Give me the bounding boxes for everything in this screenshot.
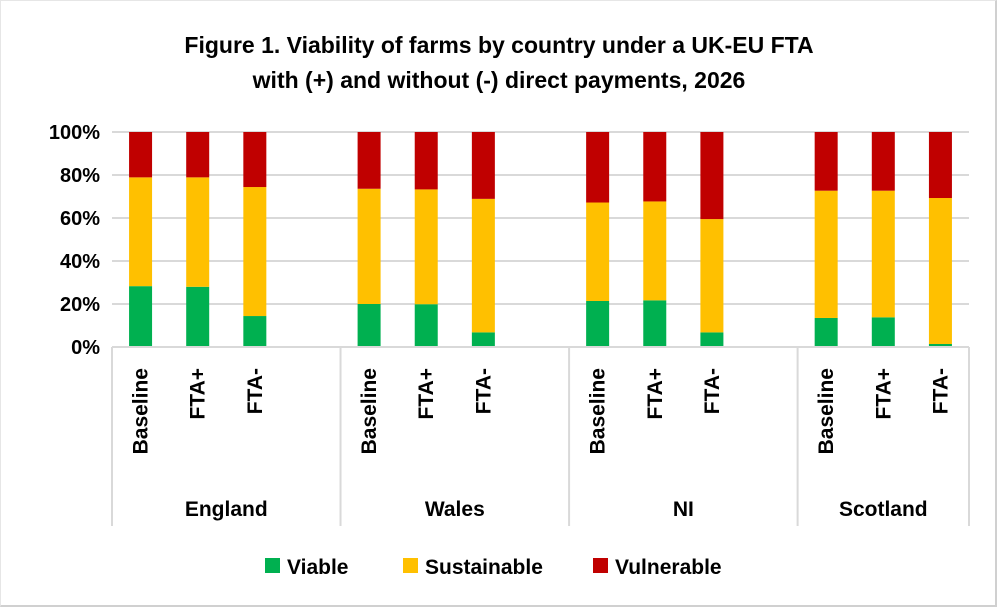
bar-vulnerable	[186, 132, 210, 178]
bar-viable	[357, 304, 381, 347]
bar-vulnerable	[814, 132, 838, 191]
bar-sustainable	[186, 177, 210, 287]
bar-sustainable	[357, 188, 381, 304]
bar-sustainable	[129, 177, 153, 287]
bar-sustainable	[243, 187, 267, 317]
legend-label: Sustainable	[425, 556, 543, 579]
bar-sustainable	[643, 201, 667, 301]
bar-vulnerable	[243, 132, 267, 188]
bar-vulnerable	[129, 132, 153, 178]
group-label: England	[185, 498, 268, 521]
category-label: Baseline	[358, 368, 381, 454]
bar-viable	[586, 300, 610, 347]
category-label: Baseline	[130, 368, 153, 454]
bar-viable	[700, 332, 724, 347]
bar-viable	[928, 343, 952, 347]
bar-vulnerable	[586, 132, 610, 203]
bar-viable	[414, 304, 438, 347]
legend-swatch-viable	[265, 558, 280, 573]
y-tick-label: 100%	[49, 122, 100, 144]
bar-vulnerable	[928, 132, 952, 199]
bar-viable	[871, 317, 895, 347]
legend: Viable Sustainable Vulnerable	[265, 556, 722, 579]
group-label: Wales	[425, 498, 485, 521]
bar-vulnerable	[871, 132, 895, 191]
bar-viable	[243, 316, 267, 347]
bar-sustainable	[700, 219, 724, 333]
bar-vulnerable	[643, 132, 667, 202]
x-axis: Baseline FTA+ FTA- England Baseline FTA+ FTA- W…	[111, 346, 970, 526]
category-label: Baseline	[587, 368, 610, 454]
bar-viable	[643, 300, 667, 347]
bar-vulnerable	[414, 132, 438, 190]
bar-sustainable	[871, 190, 895, 318]
legend-label: Vulnerable	[615, 556, 722, 579]
legend-swatch-sustainable	[403, 558, 418, 573]
bar-viable	[471, 332, 495, 347]
y-tick-label: 40%	[60, 251, 100, 273]
bar-sustainable	[471, 198, 495, 333]
bar-vulnerable	[700, 132, 724, 220]
bar-sustainable	[586, 202, 610, 301]
group-label: NI	[673, 498, 694, 521]
bar-viable	[129, 286, 153, 347]
y-tick-label: 20%	[60, 294, 100, 316]
legend-swatch-vulnerable	[593, 558, 608, 573]
chart-title: Figure 1. Viability of farms by country …	[184, 32, 813, 58]
bar-sustainable	[414, 189, 438, 305]
legend-label: Viable	[287, 556, 348, 579]
bar-viable	[814, 317, 838, 347]
category-label: FTA+	[644, 368, 667, 420]
chart-subtitle: with (+) and without (-) direct payments…	[252, 67, 746, 93]
category-label: FTA+	[872, 368, 895, 420]
category-label: FTA-	[701, 368, 724, 414]
bar-vulnerable	[357, 132, 381, 189]
group-label: Scotland	[839, 498, 928, 521]
category-label: FTA-	[244, 368, 267, 414]
y-tick-label: 80%	[60, 165, 100, 187]
category-label: FTA+	[187, 368, 210, 420]
gridlines	[112, 131, 969, 348]
bar-vulnerable	[471, 132, 495, 199]
y-tick-label: 60%	[60, 208, 100, 230]
category-label: FTA+	[415, 368, 438, 420]
bar-sustainable	[814, 190, 838, 318]
bar-viable	[186, 286, 210, 347]
category-label: FTA-	[472, 368, 495, 414]
y-tick-label: 0%	[71, 337, 100, 359]
bars	[129, 132, 952, 347]
category-label: FTA-	[929, 368, 952, 414]
bar-sustainable	[928, 198, 952, 344]
y-axis-ticks: 0% 20% 40% 60% 80% 100%	[49, 122, 100, 359]
category-label: Baseline	[815, 368, 838, 454]
